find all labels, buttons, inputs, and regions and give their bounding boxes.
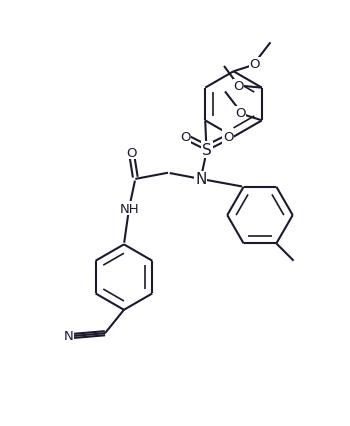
Text: N: N: [63, 330, 73, 343]
Text: NH: NH: [119, 202, 139, 215]
Text: S: S: [202, 143, 212, 158]
Text: O: O: [127, 146, 137, 159]
Text: O: O: [233, 80, 244, 93]
Text: O: O: [180, 131, 191, 144]
Text: N: N: [195, 172, 206, 187]
Text: O: O: [223, 131, 233, 144]
Text: O: O: [250, 58, 260, 71]
Text: O: O: [235, 107, 246, 120]
